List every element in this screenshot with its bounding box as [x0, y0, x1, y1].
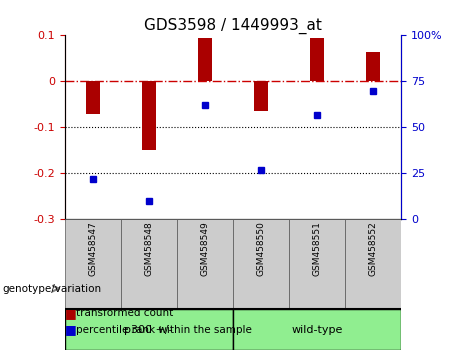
Bar	[289, 219, 345, 309]
Text: percentile rank within the sample: percentile rank within the sample	[76, 325, 252, 335]
Bar	[121, 219, 177, 309]
Text: GSM458549: GSM458549	[200, 221, 209, 275]
Text: p300 +/-: p300 +/-	[124, 325, 173, 335]
Text: transformed count: transformed count	[76, 308, 173, 318]
Bar	[65, 309, 233, 350]
Title: GDS3598 / 1449993_at: GDS3598 / 1449993_at	[144, 18, 322, 34]
Bar	[310, 38, 324, 81]
Bar	[86, 81, 100, 114]
Bar	[254, 81, 268, 111]
Bar	[177, 219, 233, 309]
Bar	[142, 81, 156, 150]
Text: wild-type: wild-type	[291, 325, 343, 335]
Bar	[65, 219, 121, 309]
Bar	[198, 38, 212, 81]
Bar	[366, 51, 380, 81]
Text: GSM458552: GSM458552	[368, 221, 378, 275]
Text: GSM458548: GSM458548	[144, 221, 153, 275]
Bar	[345, 219, 401, 309]
Bar	[233, 219, 289, 309]
Text: genotype/variation: genotype/variation	[2, 284, 101, 293]
Text: ■: ■	[65, 307, 76, 320]
Text: GSM458547: GSM458547	[88, 221, 97, 275]
Text: GSM458550: GSM458550	[256, 221, 266, 276]
Text: GSM458551: GSM458551	[313, 221, 321, 276]
Text: ■: ■	[65, 324, 76, 336]
Bar	[233, 309, 401, 350]
